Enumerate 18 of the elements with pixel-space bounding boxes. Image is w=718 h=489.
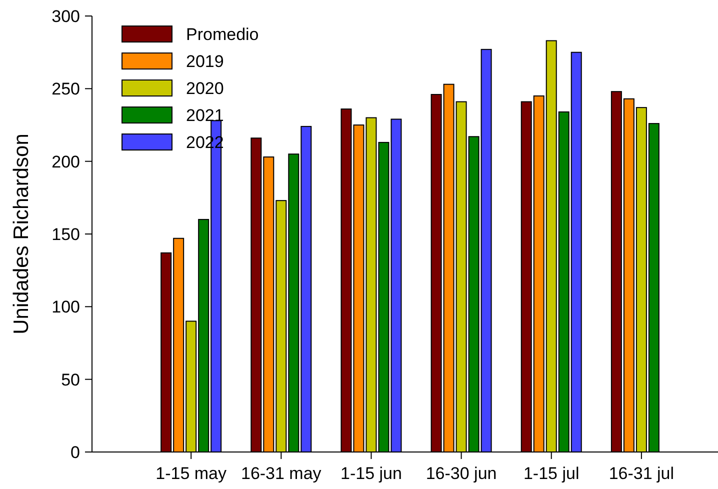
y-axis-title: Unidades Richardson bbox=[10, 134, 33, 334]
x-tick-label: 16-31 jul bbox=[608, 464, 674, 483]
y-tick-label: 50 bbox=[61, 370, 80, 390]
y-tick-label: 150 bbox=[52, 224, 80, 244]
x-tick-label: 16-30 jun bbox=[426, 464, 497, 483]
legend-label: 2019 bbox=[186, 52, 224, 71]
x-tick-label: 1-15 jun bbox=[340, 464, 402, 483]
y-tick-label: 300 bbox=[52, 6, 80, 26]
legend-label: 2021 bbox=[186, 106, 224, 125]
x-tick-label: 1-15 jul bbox=[523, 464, 580, 483]
y-tick-label: 100 bbox=[52, 298, 80, 317]
y-tick-label: 250 bbox=[52, 80, 80, 99]
legend-label: Promedio bbox=[186, 24, 259, 44]
legend-label: 2020 bbox=[186, 78, 224, 98]
y-tick-label: 0 bbox=[70, 442, 80, 462]
y-tick-label: 200 bbox=[52, 152, 80, 172]
x-tick-label: 1-15 may bbox=[156, 464, 228, 483]
x-tick-label: 16-31 may bbox=[240, 464, 322, 483]
